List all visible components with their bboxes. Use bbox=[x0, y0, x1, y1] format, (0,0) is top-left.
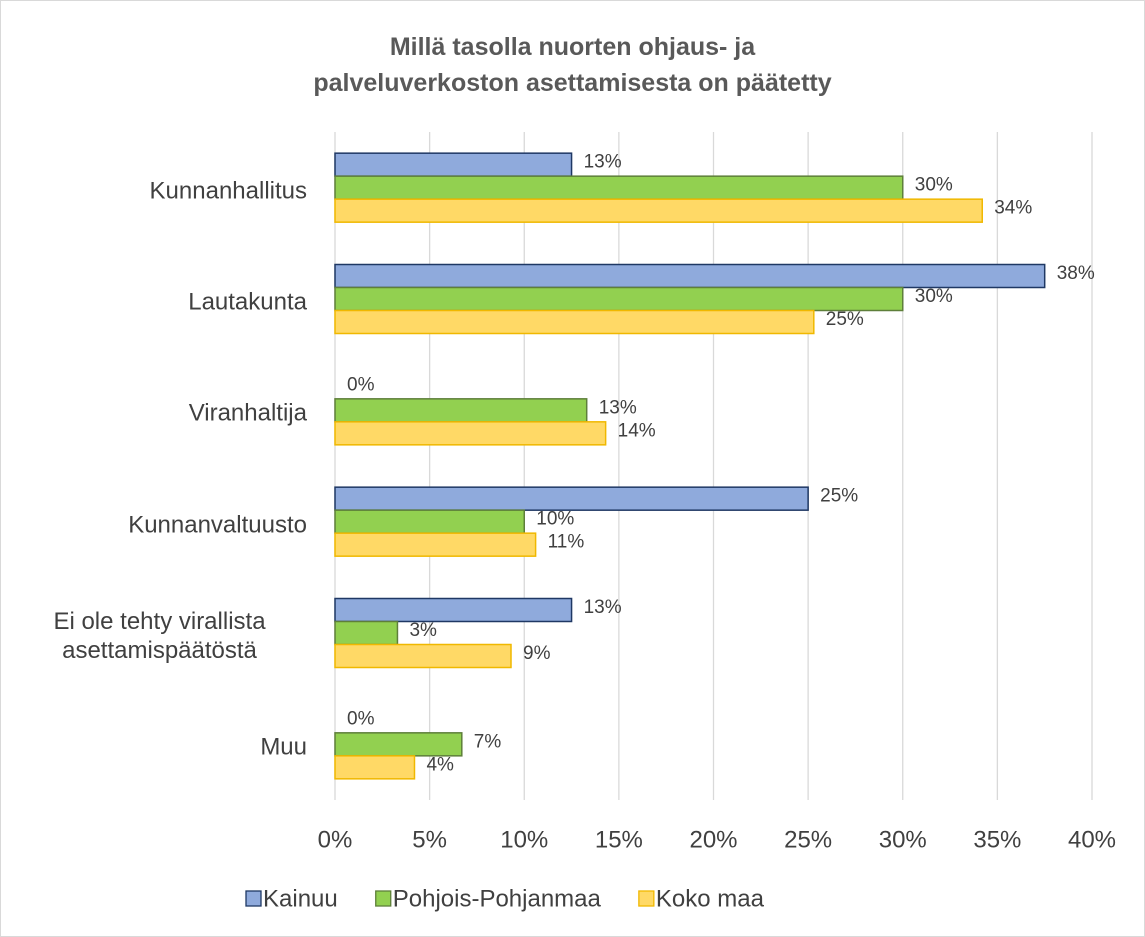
x-tick-label: 15% bbox=[595, 826, 643, 853]
y-tick-label: Muu bbox=[260, 733, 307, 761]
bar bbox=[334, 643, 512, 669]
bar bbox=[334, 175, 904, 200]
bar bbox=[334, 532, 537, 557]
bar bbox=[334, 263, 1046, 289]
bar bbox=[334, 421, 607, 446]
bar bbox=[334, 286, 904, 312]
y-tick-label: Lautakunta bbox=[188, 288, 307, 316]
legend-swatch bbox=[245, 890, 262, 907]
legend-label: Koko maa bbox=[656, 885, 765, 912]
legend-label: Kainuu bbox=[263, 885, 338, 912]
data-label: 4% bbox=[426, 754, 454, 775]
data-label: 0% bbox=[347, 708, 375, 729]
data-label: 7% bbox=[474, 731, 502, 752]
data-label: 9% bbox=[523, 643, 551, 664]
data-label: 13% bbox=[584, 152, 622, 173]
bar bbox=[334, 755, 416, 780]
data-label: 13% bbox=[599, 397, 637, 418]
data-label: 14% bbox=[618, 420, 656, 441]
data-label: 13% bbox=[584, 597, 622, 618]
y-tick-label: Kunnanhallitus bbox=[149, 177, 307, 205]
bar bbox=[334, 486, 809, 511]
data-label: 0% bbox=[347, 374, 375, 395]
legend-label: Pohjois-Pohjanmaa bbox=[393, 885, 602, 912]
y-tick-label: Ei ole tehty virallista asettamispäätöst… bbox=[53, 608, 266, 664]
x-tick-label: 20% bbox=[689, 826, 737, 853]
bar bbox=[334, 198, 983, 223]
data-label: 30% bbox=[915, 286, 953, 307]
bar bbox=[334, 597, 573, 623]
bar bbox=[334, 309, 815, 335]
x-tick-label: 10% bbox=[500, 826, 548, 853]
legend-swatch bbox=[638, 890, 655, 907]
legend-swatch bbox=[375, 890, 392, 907]
bar bbox=[334, 152, 573, 177]
data-label: 25% bbox=[820, 486, 858, 507]
bar bbox=[334, 620, 399, 646]
data-label: 25% bbox=[826, 309, 864, 330]
x-tick-label: 35% bbox=[973, 826, 1021, 853]
data-label: 10% bbox=[536, 509, 574, 530]
x-tick-label: 0% bbox=[318, 826, 353, 853]
data-label: 34% bbox=[994, 198, 1032, 219]
x-tick-label: 40% bbox=[1068, 826, 1116, 853]
data-label: 3% bbox=[409, 620, 437, 641]
x-tick-label: 5% bbox=[412, 826, 447, 853]
y-tick-label: Viranhaltija bbox=[188, 399, 307, 427]
bar bbox=[334, 398, 588, 423]
chart-title: Millä tasolla nuorten ohjaus- ja palvelu… bbox=[313, 33, 832, 97]
data-label: 11% bbox=[548, 532, 585, 553]
data-label: 30% bbox=[915, 175, 953, 196]
x-tick-label: 30% bbox=[879, 826, 927, 853]
data-label: 38% bbox=[1057, 263, 1095, 284]
y-tick-label: Kunnanvaltuusto bbox=[128, 511, 307, 539]
x-tick-label: 25% bbox=[784, 826, 832, 853]
bar bbox=[334, 509, 525, 534]
bar bbox=[334, 732, 463, 757]
